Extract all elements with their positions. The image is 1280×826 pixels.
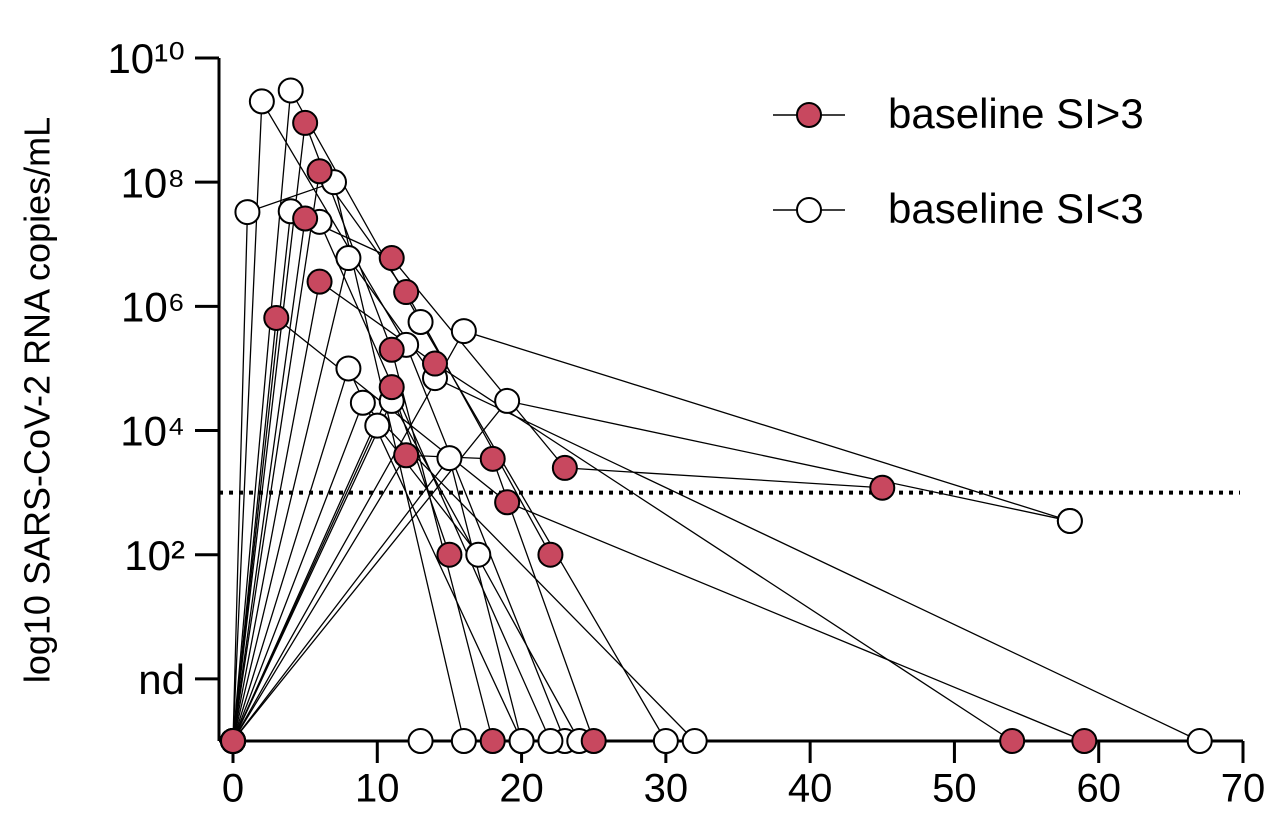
point <box>652 728 679 754</box>
y-tick-label: 10² <box>124 532 185 579</box>
point <box>436 541 463 568</box>
patient-line <box>232 122 494 742</box>
legend-marker <box>796 102 822 128</box>
y-axis-label: log10 SARS-CoV-2 RNA copies/mL <box>17 117 58 683</box>
y-tick-label: 10⁴ <box>120 408 185 455</box>
point <box>393 279 420 306</box>
patient-line <box>232 169 551 742</box>
point <box>869 474 896 501</box>
patient-line <box>232 400 1070 742</box>
point <box>378 336 405 363</box>
y-tick-label: 10⁸ <box>121 159 185 206</box>
point <box>349 389 376 416</box>
point <box>407 308 434 335</box>
point <box>1186 728 1213 754</box>
point <box>378 245 405 272</box>
x-tick-label: 40 <box>788 767 833 811</box>
point <box>465 541 492 568</box>
x-tick-label: 60 <box>1076 767 1121 811</box>
patient-line <box>232 88 667 742</box>
point <box>436 445 463 472</box>
point <box>580 728 607 754</box>
point <box>292 205 319 232</box>
patient-line <box>232 454 595 742</box>
point <box>306 268 333 295</box>
point <box>479 445 506 472</box>
legend-marker <box>796 197 822 223</box>
point <box>407 728 434 754</box>
point <box>263 304 290 331</box>
legend-label: baseline SI<3 <box>888 185 1144 232</box>
point <box>450 318 477 345</box>
point <box>393 442 420 469</box>
point <box>494 489 521 516</box>
x-tick-label: 10 <box>355 767 400 811</box>
y-tick-label: 10⁶ <box>121 283 185 330</box>
x-tick-label: 50 <box>932 767 977 811</box>
point <box>494 387 521 414</box>
patient-line <box>232 99 566 742</box>
point <box>306 158 333 185</box>
x-tick-label: 0 <box>222 767 244 811</box>
point <box>335 245 362 272</box>
point <box>378 374 405 401</box>
point <box>681 728 708 754</box>
point <box>1056 507 1083 534</box>
point <box>537 541 564 568</box>
x-tick-label: 20 <box>499 767 544 811</box>
y-tick-label: nd <box>138 656 185 703</box>
point <box>551 454 578 481</box>
patient-line <box>232 217 883 742</box>
legend-label: baseline SI>3 <box>888 90 1144 137</box>
point <box>234 199 261 226</box>
point <box>422 350 448 377</box>
point <box>508 728 535 754</box>
point <box>999 728 1026 754</box>
point <box>364 412 391 439</box>
y-tick-label: 10¹⁰ <box>107 35 185 82</box>
point <box>335 355 362 382</box>
point <box>479 728 506 754</box>
point <box>450 728 477 754</box>
x-tick-label: 70 <box>1221 767 1266 811</box>
point <box>277 77 304 104</box>
patient-line <box>232 256 1200 742</box>
point <box>220 728 246 754</box>
point <box>537 728 564 754</box>
point <box>248 88 275 115</box>
x-tick-label: 30 <box>644 767 689 811</box>
point <box>1071 728 1098 754</box>
point <box>292 109 319 136</box>
patient-line <box>232 280 1013 742</box>
